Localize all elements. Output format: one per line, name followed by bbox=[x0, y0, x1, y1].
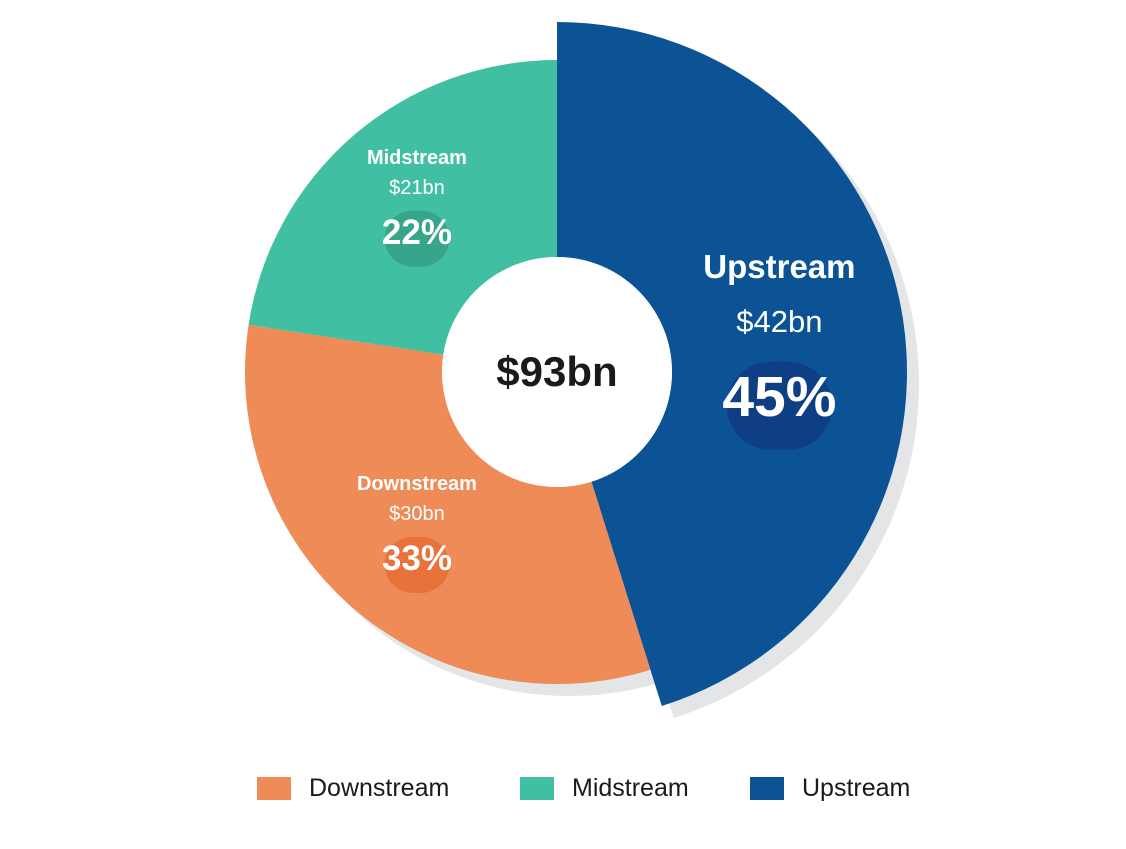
slice-percent-badge-downstream bbox=[384, 536, 450, 593]
chart-legend: Downstream Midstream Upstream bbox=[0, 770, 1126, 806]
slice-percent-downstream: 33% bbox=[382, 539, 452, 578]
legend-item-upstream: Upstream bbox=[750, 770, 910, 806]
legend-swatch-midstream bbox=[520, 776, 554, 800]
slice-name-upstream: Upstream bbox=[703, 248, 855, 285]
total-value-label: $93bn bbox=[496, 348, 617, 395]
donut-center bbox=[442, 257, 672, 487]
legend-label-downstream: Downstream bbox=[309, 773, 450, 802]
slice-name-midstream: Midstream bbox=[367, 147, 467, 169]
legend-item-downstream: Downstream bbox=[257, 770, 449, 806]
slice-value-midstream: $21bn bbox=[389, 177, 445, 199]
slice-percent-badge-midstream bbox=[384, 210, 450, 267]
slice-percent-upstream: 45% bbox=[722, 365, 836, 429]
slice-value-downstream: $30bn bbox=[389, 503, 445, 525]
legend-label-midstream: Midstream bbox=[572, 773, 689, 802]
legend-swatch-upstream bbox=[750, 776, 784, 800]
legend-label-upstream: Upstream bbox=[802, 773, 911, 802]
legend-swatch-downstream bbox=[257, 776, 291, 800]
slice-value-upstream: $42bn bbox=[736, 304, 822, 339]
legend-item-midstream: Midstream bbox=[520, 770, 689, 806]
slice-midstream bbox=[248, 60, 557, 355]
slice-percent-midstream: 22% bbox=[382, 213, 452, 252]
slice-downstream bbox=[245, 324, 651, 684]
slice-upstream bbox=[557, 22, 908, 706]
slice-percent-badge-upstream bbox=[726, 361, 833, 450]
slice-name-downstream: Downstream bbox=[357, 473, 477, 495]
